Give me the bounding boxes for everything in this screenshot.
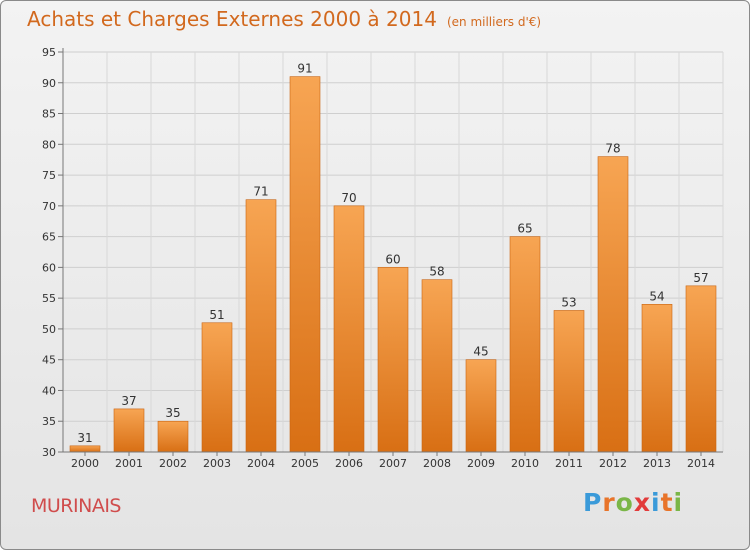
data-label: 37 bbox=[121, 394, 136, 408]
x-tick-label: 2007 bbox=[379, 457, 407, 470]
y-tick-label: 90 bbox=[42, 77, 56, 90]
y-tick-label: 65 bbox=[42, 231, 56, 244]
data-label: 71 bbox=[253, 185, 268, 199]
bar bbox=[113, 408, 145, 453]
chart-unit: (en milliers d'€) bbox=[446, 15, 542, 29]
x-tick-label: 2006 bbox=[335, 457, 363, 470]
y-tick-label: 75 bbox=[42, 169, 56, 182]
y-tick-label: 30 bbox=[42, 446, 56, 459]
bar bbox=[377, 267, 409, 453]
data-label: 70 bbox=[341, 191, 356, 205]
proxiti-logo: Proxiti bbox=[583, 488, 683, 517]
labels: 31 37 35 51 71 91 70 60 58 45 65 53 78 54 57 bbox=[77, 62, 708, 445]
data-label: 57 bbox=[693, 271, 708, 285]
bar bbox=[641, 304, 673, 453]
logo-letter: r bbox=[602, 488, 616, 517]
logo-letter: P bbox=[583, 488, 603, 517]
bar bbox=[597, 156, 629, 453]
y-tick-label: 55 bbox=[42, 292, 56, 305]
bar bbox=[69, 445, 101, 453]
data-label: 54 bbox=[649, 289, 664, 303]
x-tick-label: 2011 bbox=[555, 457, 583, 470]
logo-letter: i bbox=[673, 488, 684, 517]
data-label: 51 bbox=[209, 308, 224, 322]
y-tick-label: 40 bbox=[42, 384, 56, 397]
logo-letter: x bbox=[633, 488, 651, 517]
chart-title: Achats et Charges Externes 2000 à 2014 (e… bbox=[27, 7, 541, 31]
bars bbox=[69, 76, 717, 453]
data-label: 78 bbox=[605, 142, 620, 156]
bar bbox=[465, 359, 497, 453]
logo-letter: o bbox=[615, 488, 634, 517]
bar bbox=[201, 322, 233, 453]
x-tick-label: 2010 bbox=[511, 457, 539, 470]
x-tick-label: 2008 bbox=[423, 457, 451, 470]
axes: 30 35 40 45 50 55 60 65 70 75 80 85 90 95 2000 2001 2002… bbox=[42, 46, 723, 470]
data-label: 35 bbox=[165, 406, 180, 420]
y-tick-label: 50 bbox=[42, 323, 56, 336]
location-name: MURINAIS bbox=[31, 495, 121, 517]
bar bbox=[157, 420, 189, 453]
data-label: 31 bbox=[77, 431, 92, 445]
data-label: 91 bbox=[297, 62, 312, 76]
logo-letter: i bbox=[651, 488, 661, 517]
x-tick-label: 2014 bbox=[687, 457, 715, 470]
x-tick-label: 2001 bbox=[115, 457, 143, 470]
data-label: 60 bbox=[385, 252, 400, 266]
bar bbox=[245, 199, 277, 453]
y-tick-label: 45 bbox=[42, 354, 56, 367]
bar bbox=[421, 279, 453, 453]
x-tick-label: 2002 bbox=[159, 457, 187, 470]
bar bbox=[685, 285, 717, 453]
y-tick-label: 80 bbox=[42, 138, 56, 151]
bar bbox=[289, 76, 321, 453]
logo-letter: t bbox=[660, 488, 674, 517]
y-tick-label: 35 bbox=[42, 415, 56, 428]
bar bbox=[333, 205, 365, 453]
x-tick-label: 2013 bbox=[643, 457, 671, 470]
data-label: 65 bbox=[517, 222, 532, 236]
data-label: 58 bbox=[429, 265, 444, 279]
bar bbox=[509, 236, 541, 453]
x-tick-label: 2003 bbox=[203, 457, 231, 470]
x-tick-label: 2009 bbox=[467, 457, 495, 470]
y-tick-label: 85 bbox=[42, 108, 56, 121]
x-tick-label: 2000 bbox=[71, 457, 99, 470]
y-tick-label: 95 bbox=[42, 46, 56, 59]
y-tick-label: 70 bbox=[42, 200, 56, 213]
bar bbox=[553, 310, 585, 453]
data-label: 45 bbox=[473, 345, 488, 359]
y-tick-label: 60 bbox=[42, 261, 56, 274]
x-tick-label: 2005 bbox=[291, 457, 319, 470]
data-label: 53 bbox=[561, 295, 576, 309]
x-tick-label: 2012 bbox=[599, 457, 627, 470]
x-tick-label: 2004 bbox=[247, 457, 275, 470]
chart-title-text: Achats et Charges Externes 2000 à 2014 bbox=[27, 7, 437, 31]
